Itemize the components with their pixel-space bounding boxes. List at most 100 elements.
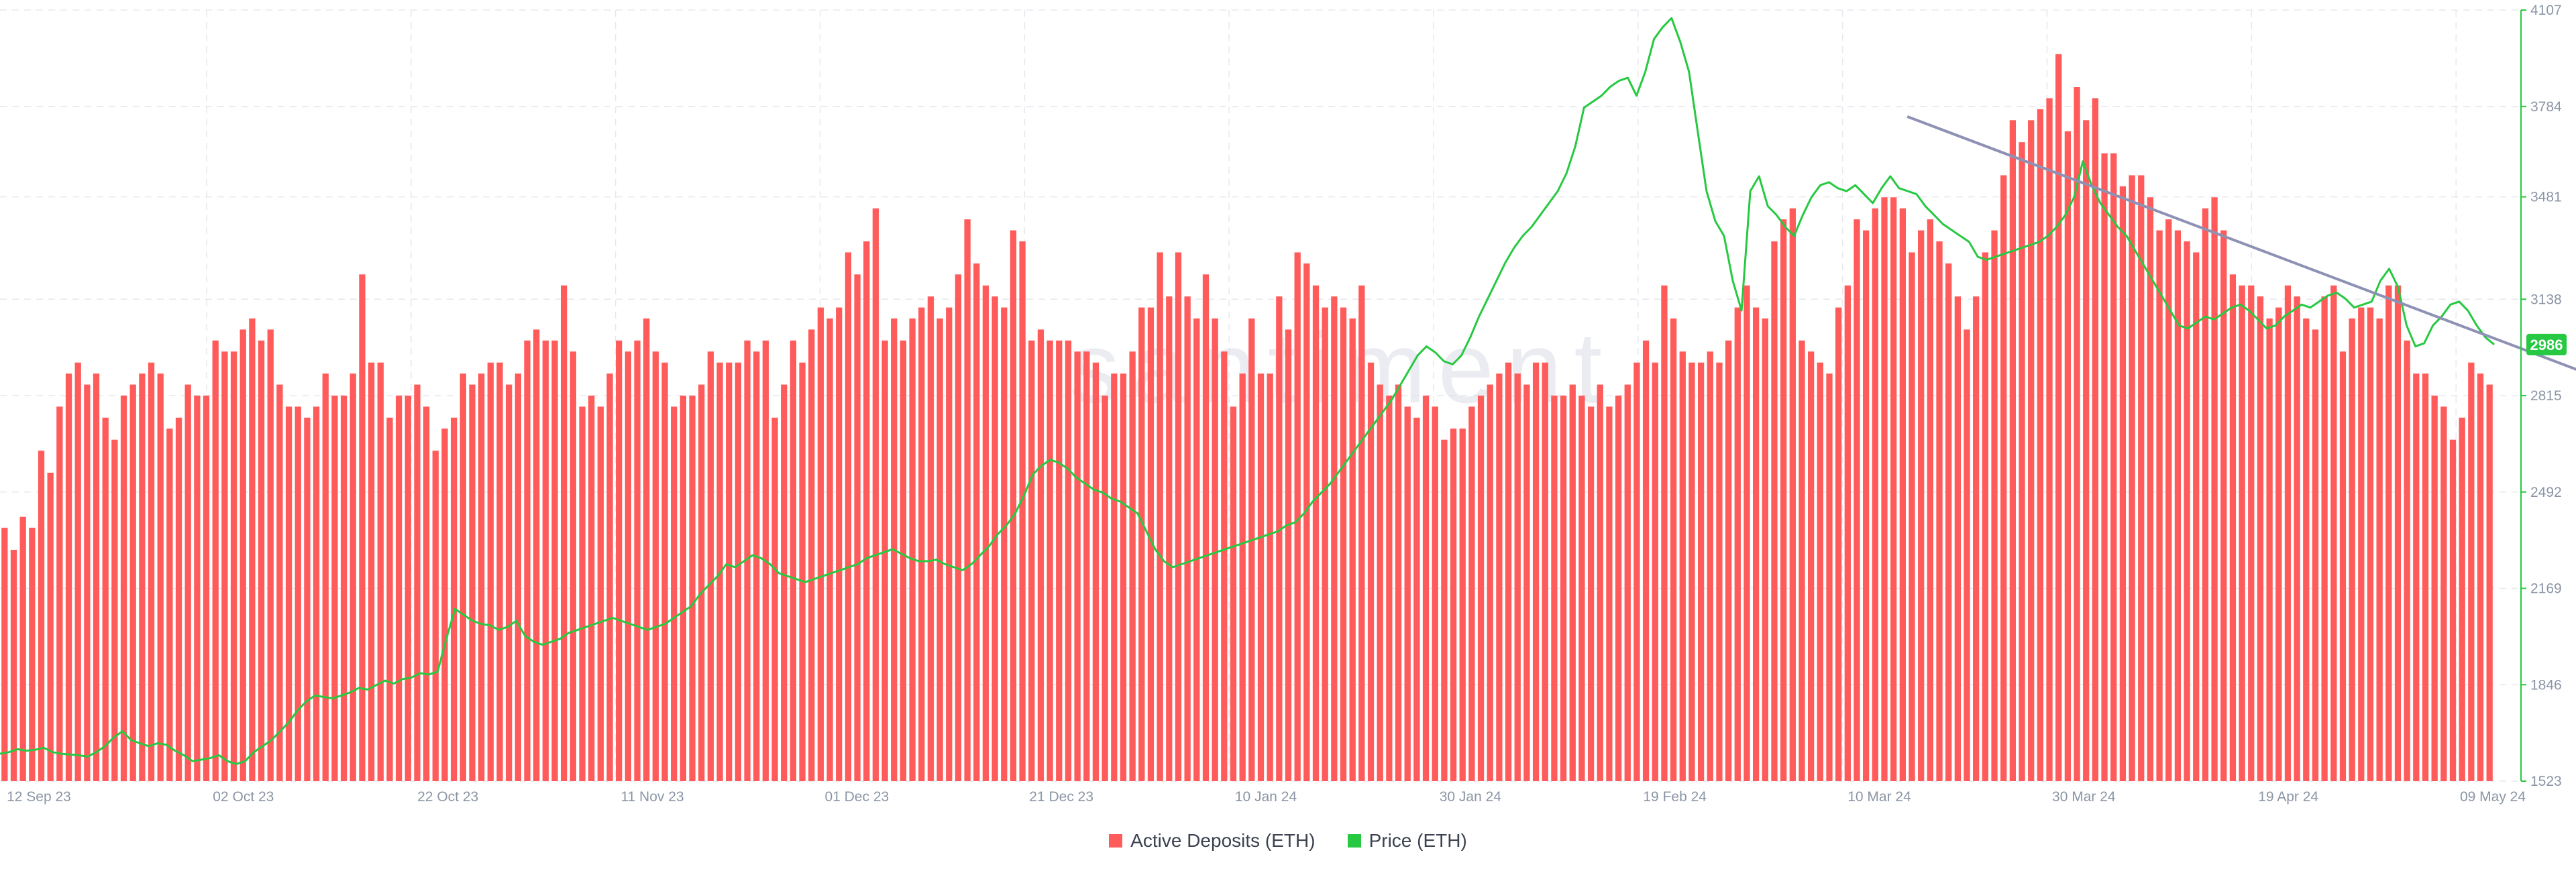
deposit-bar [267, 329, 274, 781]
deposit-bar [2468, 362, 2475, 781]
deposit-bar [56, 406, 63, 781]
x-tick-label: 09 May 24 [2460, 789, 2526, 805]
deposit-bar [478, 373, 485, 781]
deposit-bar [1056, 340, 1063, 781]
deposit-bar [1496, 373, 1503, 781]
deposit-bar [817, 307, 824, 782]
deposit-bar [1212, 318, 1218, 781]
deposit-bar [2376, 318, 2383, 781]
deposit-bar [1074, 351, 1081, 781]
deposit-bar [2358, 307, 2365, 782]
deposit-bar [1854, 219, 1860, 782]
deposit-bar [744, 340, 751, 781]
legend-item-deposits[interactable]: Active Deposits (ETH) [1109, 830, 1316, 852]
deposit-bar [845, 252, 852, 781]
deposit-bar [184, 384, 191, 781]
deposit-bar [2248, 285, 2255, 781]
deposit-bar [1780, 219, 1787, 782]
deposit-bar [1578, 396, 1585, 781]
price-tick-label: 3138 [2530, 292, 2562, 307]
deposit-bar [1450, 428, 1457, 781]
deposit-bar [918, 307, 925, 782]
deposit-bar [808, 329, 815, 781]
trendline [1907, 115, 2576, 371]
deposit-bar [1532, 362, 1540, 781]
deposit-bar [1276, 296, 1283, 782]
deposit-bar [698, 384, 705, 781]
price-tick-label: 2492 [2530, 485, 2562, 500]
deposit-bar [1542, 362, 1548, 781]
deposit-bar [405, 396, 411, 781]
deposit-bar [982, 285, 989, 781]
deposit-bar [1422, 396, 1430, 781]
deposit-bar [946, 307, 953, 782]
deposit-bar [2009, 120, 2017, 782]
deposit-bar [212, 340, 219, 781]
deposit-bar [1560, 396, 1567, 781]
deposit-bar [1001, 307, 1008, 782]
deposit-bar [1092, 362, 1099, 781]
deposit-bar [258, 340, 265, 781]
x-tick-label: 30 Jan 24 [1440, 789, 1502, 805]
deposit-bar [1945, 263, 1952, 781]
deposit-bar [1386, 396, 1393, 781]
deposit-bar [707, 351, 714, 781]
deposit-bar [2055, 54, 2062, 782]
deposit-bar [249, 318, 256, 781]
deposit-bar [1395, 384, 1402, 781]
deposit-bar [2394, 285, 2402, 781]
deposit-bar [2321, 296, 2328, 782]
deposit-bar [2349, 318, 2355, 781]
deposit-bar [1147, 307, 1155, 782]
deposit-bar [1826, 373, 1833, 781]
deposit-bar [1111, 373, 1118, 781]
deposit-bar [661, 362, 668, 781]
deposit-bar [1752, 307, 1760, 782]
deposit-bar [1367, 362, 1375, 781]
deposit-bar [1468, 406, 1475, 781]
deposit-bar [872, 208, 879, 781]
deposit-bar [1569, 384, 1576, 781]
deposit-bar [588, 396, 595, 781]
deposit-bar [203, 396, 210, 781]
deposit-bar [1, 528, 8, 781]
deposit-bar [102, 417, 109, 781]
deposit-bar [1918, 230, 1925, 782]
deposit-bar [294, 406, 301, 781]
deposit-bar [2202, 208, 2209, 781]
deposit-bar [1954, 296, 1962, 782]
deposit-bar [2028, 120, 2035, 782]
deposit-bar [1257, 373, 1265, 781]
deposit-bar [304, 417, 311, 781]
deposit-bar [1587, 406, 1595, 781]
deposit-bar [395, 396, 402, 781]
deposit-bar [643, 318, 650, 781]
x-tick-label: 19 Apr 24 [2258, 789, 2318, 805]
deposit-bar [671, 406, 678, 781]
deposit-bar [450, 417, 458, 781]
deposit-bar [1120, 373, 1127, 781]
deposit-bar [1697, 362, 1705, 781]
deposit-bar [1844, 285, 1851, 781]
x-tick-label: 30 Mar 24 [2052, 789, 2116, 805]
legend-item-price[interactable]: Price (ETH) [1347, 830, 1467, 852]
deposit-bar [2037, 109, 2044, 781]
deposit-bar [441, 428, 448, 781]
deposit-bar [1817, 362, 1823, 781]
deposit-bar [2303, 318, 2310, 781]
deposit-bar [359, 274, 366, 781]
deposit-bar [1670, 318, 1677, 781]
deposit-bar [606, 373, 613, 781]
price-tick-label: 4107 [2530, 3, 2562, 18]
deposit-bar [1642, 340, 1650, 781]
deposit-bar [1184, 296, 1191, 782]
deposit-bar [74, 362, 81, 781]
deposit-bar [1964, 329, 1970, 781]
price-tick-label: 3481 [2530, 190, 2562, 205]
deposit-bar [955, 274, 962, 781]
deposit-bar [799, 362, 806, 781]
deposit-bar [313, 406, 320, 781]
deposit-bar [175, 417, 182, 781]
deposit-bar [285, 406, 292, 781]
deposit-bar [111, 439, 118, 781]
